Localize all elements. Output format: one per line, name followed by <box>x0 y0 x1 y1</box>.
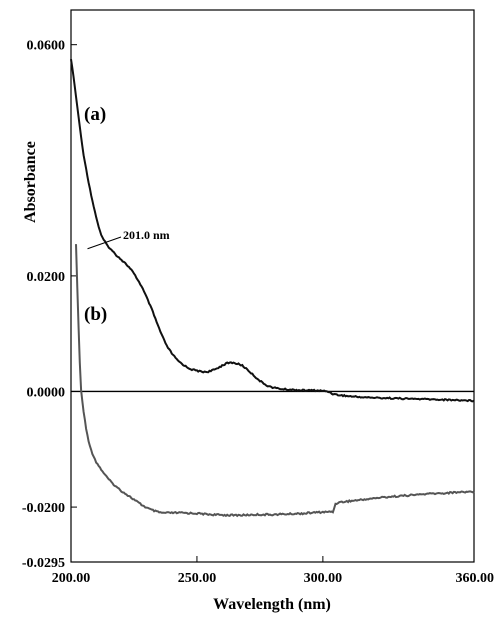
x-tick-label: 250.00 <box>178 571 217 586</box>
series-b-line <box>75 244 475 518</box>
y-axis-title: Absorbance <box>22 141 39 223</box>
x-tick-label: 300.00 <box>304 571 343 586</box>
y-tick-label: 0.0200 <box>27 270 66 285</box>
plot-frame <box>70 9 475 563</box>
y-tick-label: -0.0295 <box>22 556 65 571</box>
y-axis-ticks: 0.0600 0.0200 0.0000 -0.0200 -0.0295 <box>22 39 77 571</box>
annotation-label: 201.0 nm <box>123 228 170 242</box>
y-tick-label: 0.0600 <box>27 39 66 54</box>
series-b-label: (b) <box>84 304 107 325</box>
y-tick-label: 0.0000 <box>27 385 66 400</box>
x-axis-ticks: 200.00 250.00 300.00 360.00 <box>52 556 494 586</box>
x-tick-label: 360.00 <box>456 571 495 586</box>
series-a-line <box>70 58 475 403</box>
series-a-label: (a) <box>84 104 106 125</box>
y-tick-label: -0.0200 <box>22 501 65 516</box>
x-axis-title: Wavelength (nm) <box>213 596 331 613</box>
x-tick-label: 200.00 <box>52 571 91 586</box>
annotation-leader <box>87 236 122 250</box>
